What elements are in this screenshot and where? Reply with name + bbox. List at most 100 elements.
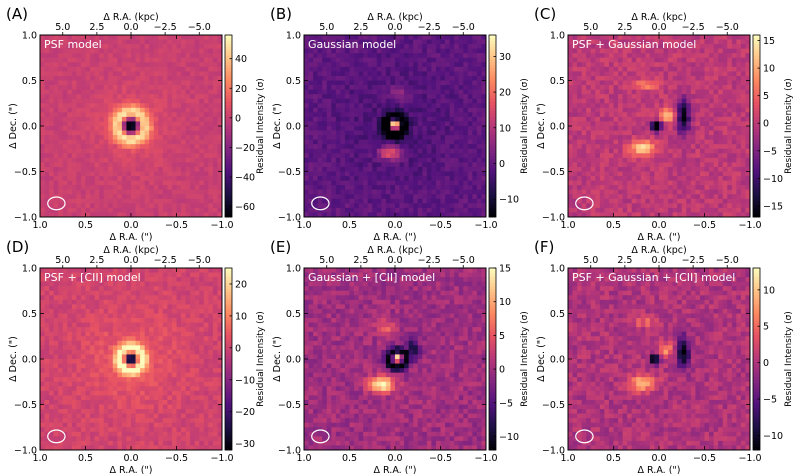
heatmap-cell bbox=[449, 71, 455, 77]
heatmap-cell bbox=[713, 153, 719, 159]
heatmap-cell bbox=[718, 135, 724, 141]
heatmap-cell bbox=[76, 157, 82, 163]
heatmap-cell bbox=[149, 116, 155, 122]
heatmap-cell bbox=[199, 194, 205, 200]
heatmap-cell bbox=[203, 135, 209, 141]
heatmap-cell bbox=[181, 148, 186, 154]
heatmap-cell bbox=[62, 148, 68, 154]
heatmap-cell bbox=[413, 171, 419, 177]
heatmap-cell bbox=[354, 94, 359, 100]
heatmap-cell bbox=[722, 157, 728, 163]
heatmap-cell bbox=[463, 116, 469, 122]
heatmap-cell bbox=[608, 112, 614, 118]
heatmap-cell bbox=[171, 148, 177, 154]
heatmap-cell bbox=[435, 71, 441, 77]
heatmap-cell bbox=[463, 57, 469, 63]
heatmap-cell bbox=[203, 89, 209, 95]
heatmap-cell bbox=[659, 103, 664, 109]
heatmap-cell bbox=[681, 94, 687, 100]
heatmap-cell bbox=[422, 212, 428, 218]
heatmap-cell bbox=[331, 176, 337, 181]
heatmap-cell bbox=[618, 44, 623, 50]
heatmap-cell bbox=[745, 116, 751, 122]
heatmap-cell bbox=[49, 135, 55, 141]
heatmap-cell bbox=[94, 71, 100, 77]
heatmap-cell bbox=[709, 112, 714, 118]
heatmap-cell bbox=[103, 75, 109, 81]
heatmap-cell bbox=[212, 48, 218, 54]
heatmap-cell bbox=[376, 157, 382, 163]
heatmap-cell bbox=[49, 53, 55, 59]
heatmap-cell bbox=[212, 85, 218, 90]
heatmap-cell bbox=[140, 207, 146, 213]
heatmap-cell bbox=[135, 162, 141, 168]
heatmap-cell bbox=[590, 139, 596, 145]
heatmap-cell bbox=[686, 57, 692, 63]
heatmap-cell bbox=[709, 189, 714, 195]
heatmap-cell bbox=[363, 112, 369, 118]
heatmap-cell bbox=[627, 144, 633, 150]
heatmap-cell bbox=[363, 48, 369, 54]
heatmap-cell bbox=[599, 189, 605, 195]
heatmap-cell bbox=[690, 103, 696, 109]
heatmap-cell bbox=[326, 39, 332, 45]
heatmap-cell bbox=[659, 39, 664, 45]
heatmap-cell bbox=[581, 162, 587, 168]
heatmap-cell bbox=[85, 121, 91, 127]
heatmap-cell bbox=[654, 44, 660, 50]
heatmap-cell bbox=[144, 80, 150, 86]
heatmap-cell bbox=[90, 171, 95, 177]
colorbar-segment bbox=[489, 110, 496, 115]
heatmap-cell bbox=[699, 166, 705, 172]
heatmap-cell bbox=[631, 198, 637, 204]
heatmap-cell bbox=[631, 94, 637, 100]
heatmap-cell bbox=[472, 176, 478, 181]
heatmap-cell bbox=[217, 89, 223, 95]
heatmap-cell bbox=[572, 75, 578, 81]
heatmap-cell bbox=[76, 62, 82, 68]
heatmap-cell bbox=[94, 39, 100, 45]
heatmap-cell bbox=[699, 162, 705, 168]
heatmap-cell bbox=[709, 116, 714, 122]
heatmap-cell bbox=[476, 166, 482, 172]
heatmap-cell bbox=[162, 66, 168, 72]
heatmap-cell bbox=[404, 126, 410, 131]
heatmap-cell bbox=[481, 166, 487, 172]
heatmap-cell bbox=[390, 103, 396, 109]
heatmap-cell bbox=[690, 107, 696, 113]
heatmap-cell bbox=[736, 75, 742, 81]
heatmap-cell bbox=[631, 85, 637, 90]
heatmap-cell bbox=[372, 194, 378, 200]
heatmap-cell bbox=[344, 107, 350, 113]
heatmap-cell bbox=[140, 157, 146, 163]
heatmap-cell bbox=[90, 57, 95, 63]
heatmap-cell bbox=[645, 203, 651, 209]
kpc-tick-label: 0.0 bbox=[387, 22, 402, 33]
heatmap-cell bbox=[349, 203, 355, 209]
heatmap-cell bbox=[727, 148, 733, 154]
heatmap-cell bbox=[167, 135, 173, 141]
heatmap-cell bbox=[112, 194, 118, 200]
heatmap-cell bbox=[121, 212, 127, 218]
heatmap-cell bbox=[476, 176, 482, 181]
heatmap-cell bbox=[395, 62, 400, 68]
heatmap-cell bbox=[422, 103, 428, 109]
heatmap-cell bbox=[158, 189, 164, 195]
heatmap-cell bbox=[58, 189, 64, 195]
heatmap-cell bbox=[90, 203, 95, 209]
heatmap-cell bbox=[90, 180, 95, 186]
heatmap-cell bbox=[112, 48, 118, 54]
heatmap-cell bbox=[572, 171, 578, 177]
heatmap-cell bbox=[358, 66, 364, 72]
heatmap-cell bbox=[636, 89, 642, 95]
heatmap-cell bbox=[58, 139, 64, 145]
heatmap-cell bbox=[185, 121, 191, 127]
heatmap-cell bbox=[153, 198, 159, 204]
heatmap-cell bbox=[354, 66, 359, 72]
heatmap-cell bbox=[404, 48, 410, 54]
heatmap-cell bbox=[326, 107, 332, 113]
heatmap-cell bbox=[326, 94, 332, 100]
heatmap-cell bbox=[458, 66, 464, 72]
heatmap-cell bbox=[663, 144, 669, 150]
heatmap-cell bbox=[622, 189, 628, 195]
